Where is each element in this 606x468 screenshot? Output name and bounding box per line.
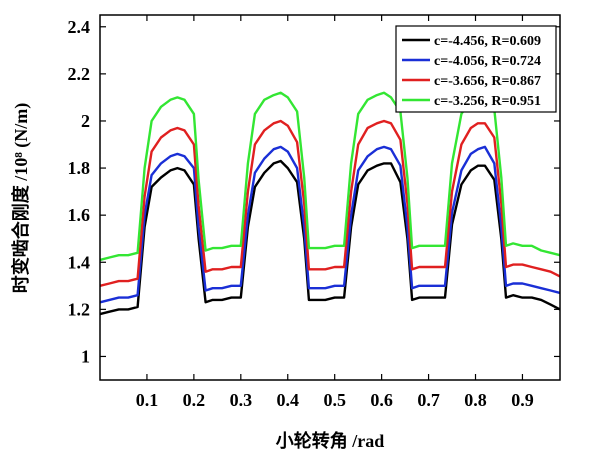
y-tick-label: 2.2 <box>68 64 91 84</box>
y-tick-label: 2.4 <box>68 17 91 37</box>
x-tick-label: 0.4 <box>277 390 300 410</box>
series-layer <box>99 91 561 316</box>
x-tick-label: 0.8 <box>464 390 487 410</box>
series-line-3 <box>99 119 561 287</box>
legend-label-4: c=-3.256, R=0.951 <box>434 94 541 109</box>
x-tick-label: 0.1 <box>136 390 159 410</box>
x-tick-label: 0.5 <box>323 390 346 410</box>
legend-label-1: c=-4.456, R=0.609 <box>434 34 541 49</box>
tick-layer: 0.1 0.2 0.3 0.4 0.5 0.6 0.7 0.8 0.9 1 1.2 1.4 1.6 1.8… <box>68 15 560 410</box>
y-axis-label: 时变啮合刚度 /10⁸ (N/m) <box>10 103 32 293</box>
y-tick-label: 1.8 <box>68 158 91 178</box>
x-tick-label: 0.9 <box>511 390 534 410</box>
series-line-1 <box>99 159 561 316</box>
axis-layer <box>99 14 561 381</box>
x-tick-label: 0.3 <box>230 390 253 410</box>
y-tick-label: 1.4 <box>68 252 91 272</box>
plot-frame <box>99 14 561 381</box>
legend-label-3: c=-3.656, R=0.867 <box>434 74 541 89</box>
y-tick-label: 1.2 <box>68 299 91 319</box>
legend-label-2: c=-4.056, R=0.724 <box>434 54 541 69</box>
x-axis-label: 小轮转角 /rad <box>276 430 385 451</box>
x-tick-label: 0.2 <box>183 390 206 410</box>
x-tick-label: 0.6 <box>370 390 393 410</box>
y-tick-label: 1 <box>81 346 90 366</box>
series-line-2 <box>99 145 561 304</box>
legend: c=-4.456, R=0.609 c=-4.056, R=0.724 c=-3.6… <box>395 25 557 113</box>
y-tick-label: 1.6 <box>68 205 91 225</box>
y-tick-label: 2 <box>81 111 90 131</box>
x-tick-label: 0.7 <box>417 390 440 410</box>
